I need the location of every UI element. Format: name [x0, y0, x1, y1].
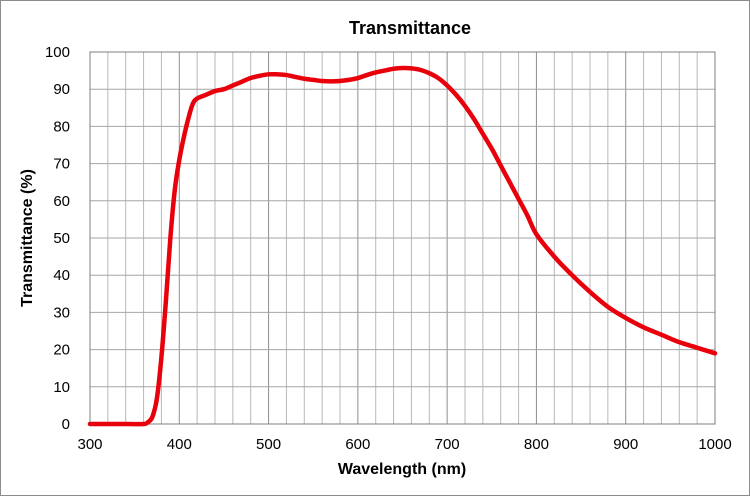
- x-tick-label: 500: [256, 436, 281, 453]
- x-tick-label: 600: [345, 436, 370, 453]
- plot-border: [89, 51, 716, 425]
- y-tick-label: 60: [53, 193, 70, 210]
- y-tick-label: 70: [53, 156, 70, 173]
- y-tick-label: 40: [53, 267, 70, 284]
- y-tick-label: 50: [53, 230, 70, 247]
- x-tick-label: 1000: [698, 436, 731, 453]
- tick-labels: 300 400 500 600 700 800 900 1000 0 10 20 30 40 50 60 70…: [45, 44, 732, 453]
- y-tick-label: 20: [53, 342, 70, 359]
- transmittance-series-line: [87, 65, 718, 427]
- y-axis-label: Transmittance (%): [19, 169, 36, 307]
- y-tick-label: 0: [62, 416, 70, 433]
- series-layer: [87, 65, 718, 427]
- y-tick-label: 100: [45, 44, 70, 61]
- x-tick-label: 400: [167, 436, 192, 453]
- x-tick-label: 900: [613, 436, 638, 453]
- y-tick-label: 30: [53, 304, 70, 321]
- x-tick-label: 800: [524, 436, 549, 453]
- y-tick-label: 90: [53, 81, 70, 98]
- x-axis-label: Wavelength (nm): [338, 461, 466, 478]
- y-tick-label: 80: [53, 118, 70, 135]
- x-tick-label: 300: [77, 436, 102, 453]
- x-tick-label: 700: [435, 436, 460, 453]
- chart-title: Transmittance: [349, 18, 471, 38]
- grid: [89, 51, 716, 425]
- y-tick-label: 10: [53, 379, 70, 396]
